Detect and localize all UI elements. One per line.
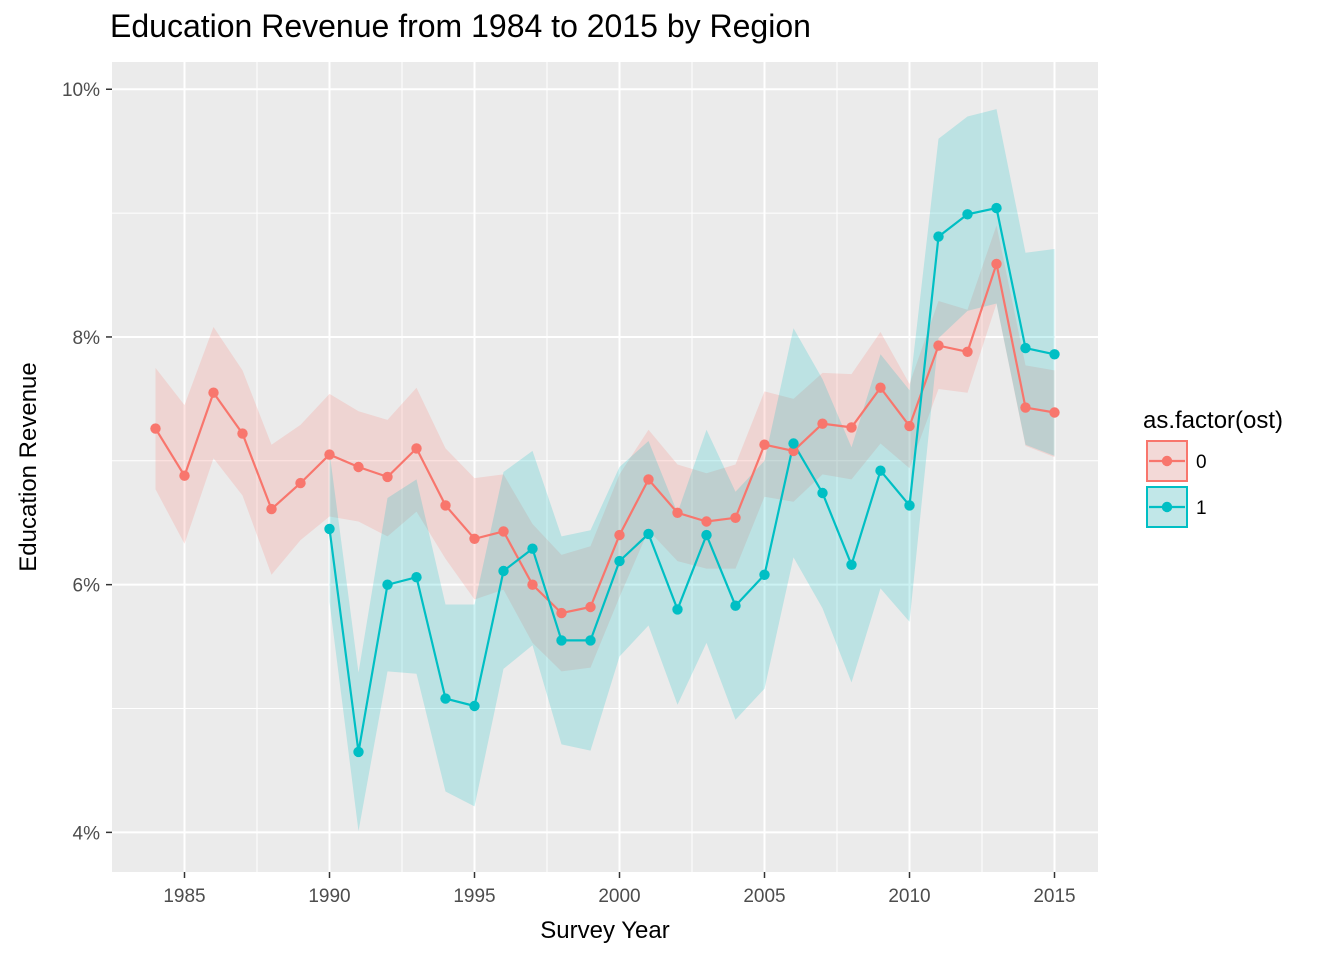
point-series-0 xyxy=(324,449,335,460)
legend-key-point xyxy=(1161,501,1173,513)
point-series-1 xyxy=(875,465,886,476)
y-tick-label: 8% xyxy=(73,328,101,349)
point-series-0 xyxy=(788,445,799,457)
point-series-0 xyxy=(527,579,538,590)
point-series-1 xyxy=(904,500,915,511)
point-series-1 xyxy=(614,555,625,567)
point-series-1 xyxy=(730,600,741,611)
ribbon-series-1 xyxy=(329,109,1055,832)
point-series-0 xyxy=(498,526,509,537)
point-series-0 xyxy=(759,439,770,450)
point-series-0 xyxy=(991,258,1002,270)
point-series-0 xyxy=(701,516,712,527)
point-series-0 xyxy=(179,470,190,481)
point-series-0 xyxy=(266,503,277,515)
point-series-0 xyxy=(672,507,683,518)
point-series-1 xyxy=(788,438,799,449)
point-series-1 xyxy=(846,559,857,570)
point-series-1 xyxy=(672,604,683,615)
x-tick-label: 1985 xyxy=(163,886,205,907)
plot-panel xyxy=(112,62,1098,872)
point-series-1 xyxy=(701,529,712,541)
legend: as.factor(ost) 0 1 xyxy=(1143,407,1283,528)
y-axis: 4% 6% 8% 10% xyxy=(62,80,112,844)
point-series-0 xyxy=(295,477,306,489)
point-series-0 xyxy=(353,461,364,473)
y-tick-label: 6% xyxy=(73,576,101,597)
point-series-0 xyxy=(643,474,654,485)
y-axis-title: Education Revenue xyxy=(15,362,42,571)
x-tick-label: 1990 xyxy=(308,886,350,907)
grid-minor xyxy=(112,62,1098,872)
chart-title: Education Revenue from 1984 to 2015 by R… xyxy=(110,8,811,44)
point-series-0 xyxy=(440,500,451,511)
y-tick-label: 4% xyxy=(73,823,101,844)
point-series-1 xyxy=(411,572,422,583)
point-series-0 xyxy=(846,422,857,433)
point-series-1 xyxy=(1049,349,1060,360)
point-series-1 xyxy=(933,231,944,242)
point-series-0 xyxy=(1020,402,1031,413)
point-series-0 xyxy=(382,471,393,483)
x-axis: 1985 1990 1995 2000 2005 2010 2015 xyxy=(163,872,1076,907)
legend-key-point xyxy=(1161,455,1173,467)
ribbons xyxy=(155,109,1055,832)
y-tick-label: 10% xyxy=(62,80,100,101)
point-series-1 xyxy=(382,579,393,590)
point-series-0 xyxy=(1049,407,1060,418)
point-series-1 xyxy=(556,635,567,646)
point-series-0 xyxy=(150,423,161,434)
point-series-0 xyxy=(730,512,741,523)
point-series-0 xyxy=(556,607,567,619)
grid-major xyxy=(112,62,1098,872)
point-series-0 xyxy=(875,382,886,393)
x-axis-title: Survey Year xyxy=(540,917,669,944)
point-series-0 xyxy=(614,529,625,541)
point-series-1 xyxy=(585,635,596,646)
point-series-1 xyxy=(353,746,364,758)
legend-title: as.factor(ost) xyxy=(1143,407,1283,434)
point-series-0 xyxy=(208,387,219,398)
point-series-1 xyxy=(498,565,509,577)
point-series-1 xyxy=(817,487,828,499)
point-series-1 xyxy=(469,700,480,712)
point-series-1 xyxy=(962,209,973,220)
point-series-1 xyxy=(527,543,538,554)
point-series-0 xyxy=(933,340,944,351)
series-points xyxy=(150,202,1060,758)
point-series-1 xyxy=(440,693,451,704)
x-tick-label: 2005 xyxy=(743,886,785,907)
point-series-1 xyxy=(324,523,335,535)
point-series-1 xyxy=(759,569,770,580)
x-tick-label: 2015 xyxy=(1033,886,1075,907)
ribbon-series-0 xyxy=(155,225,1055,672)
point-series-1 xyxy=(643,528,654,540)
x-tick-label: 2010 xyxy=(888,886,930,907)
line-series-0 xyxy=(154,259,1055,615)
point-series-0 xyxy=(237,428,248,439)
point-series-0 xyxy=(904,420,915,432)
x-tick-label: 1995 xyxy=(453,886,495,907)
legend-label-1: 1 xyxy=(1196,498,1207,519)
point-series-0 xyxy=(585,601,596,613)
legend-label-0: 0 xyxy=(1196,452,1207,473)
point-series-0 xyxy=(469,533,480,544)
point-series-0 xyxy=(962,346,973,357)
point-series-1 xyxy=(1020,342,1031,354)
point-series-1 xyxy=(991,202,1002,214)
x-tick-label: 2000 xyxy=(598,886,640,907)
point-series-0 xyxy=(817,418,828,429)
point-series-0 xyxy=(411,443,422,454)
